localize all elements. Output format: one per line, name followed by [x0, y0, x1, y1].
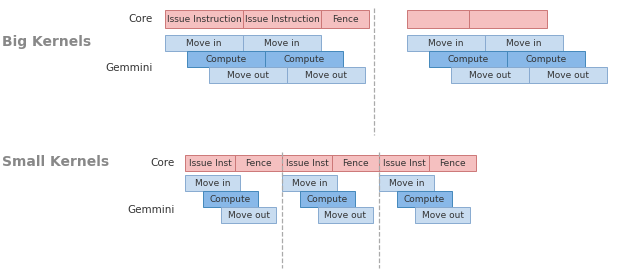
- Bar: [165, 35, 243, 51]
- Text: Compute: Compute: [525, 54, 566, 63]
- Text: Fence: Fence: [245, 158, 272, 168]
- Bar: [287, 67, 365, 83]
- Bar: [507, 51, 585, 67]
- Text: Big Kernels: Big Kernels: [2, 35, 91, 49]
- Bar: [203, 191, 258, 207]
- Bar: [429, 51, 507, 67]
- Bar: [429, 155, 476, 171]
- Bar: [235, 155, 282, 171]
- Bar: [318, 207, 373, 223]
- Bar: [282, 175, 337, 191]
- Bar: [529, 67, 607, 83]
- Bar: [379, 175, 434, 191]
- Bar: [321, 10, 369, 28]
- Text: Small Kernels: Small Kernels: [2, 155, 109, 169]
- Text: Issue Inst: Issue Inst: [383, 158, 426, 168]
- Text: Issue Instruction: Issue Instruction: [166, 15, 241, 23]
- Text: Compute: Compute: [447, 54, 488, 63]
- Text: Gemmini: Gemmini: [127, 205, 175, 215]
- Text: Move in: Move in: [506, 38, 541, 47]
- Bar: [185, 175, 240, 191]
- Bar: [221, 207, 276, 223]
- Text: Core: Core: [151, 158, 175, 168]
- Text: Fence: Fence: [332, 15, 358, 23]
- Text: Move in: Move in: [186, 38, 221, 47]
- Text: Fence: Fence: [439, 158, 466, 168]
- Text: Move out: Move out: [227, 211, 269, 219]
- Bar: [415, 207, 470, 223]
- Text: Compute: Compute: [307, 195, 348, 203]
- Bar: [282, 155, 332, 171]
- Bar: [265, 51, 343, 67]
- Text: Move in: Move in: [264, 38, 300, 47]
- Text: Compute: Compute: [404, 195, 445, 203]
- Bar: [407, 35, 485, 51]
- Text: Move out: Move out: [469, 70, 511, 79]
- Text: Core: Core: [129, 14, 153, 24]
- Text: Move out: Move out: [227, 70, 269, 79]
- Bar: [397, 191, 452, 207]
- Text: Move in: Move in: [292, 179, 327, 187]
- Text: Fence: Fence: [342, 158, 369, 168]
- Text: Gemmini: Gemmini: [106, 63, 153, 73]
- Text: Move out: Move out: [324, 211, 367, 219]
- Text: Compute: Compute: [205, 54, 246, 63]
- Bar: [469, 10, 547, 28]
- Text: Compute: Compute: [210, 195, 251, 203]
- Bar: [300, 191, 355, 207]
- Bar: [332, 155, 379, 171]
- Bar: [209, 67, 287, 83]
- Bar: [379, 155, 429, 171]
- Text: Move in: Move in: [195, 179, 230, 187]
- Bar: [243, 10, 321, 28]
- Bar: [243, 35, 321, 51]
- Bar: [407, 10, 469, 28]
- Bar: [485, 35, 563, 51]
- Bar: [187, 51, 265, 67]
- Text: Move out: Move out: [305, 70, 347, 79]
- Text: Move out: Move out: [422, 211, 463, 219]
- Text: Move out: Move out: [547, 70, 589, 79]
- Text: Issue Inst: Issue Inst: [285, 158, 328, 168]
- Text: Issue Inst: Issue Inst: [189, 158, 232, 168]
- Bar: [165, 10, 243, 28]
- Bar: [185, 155, 235, 171]
- Text: Move in: Move in: [388, 179, 424, 187]
- Bar: [451, 67, 529, 83]
- Text: Move in: Move in: [428, 38, 464, 47]
- Text: Compute: Compute: [284, 54, 324, 63]
- Text: Issue Instruction: Issue Instruction: [244, 15, 319, 23]
